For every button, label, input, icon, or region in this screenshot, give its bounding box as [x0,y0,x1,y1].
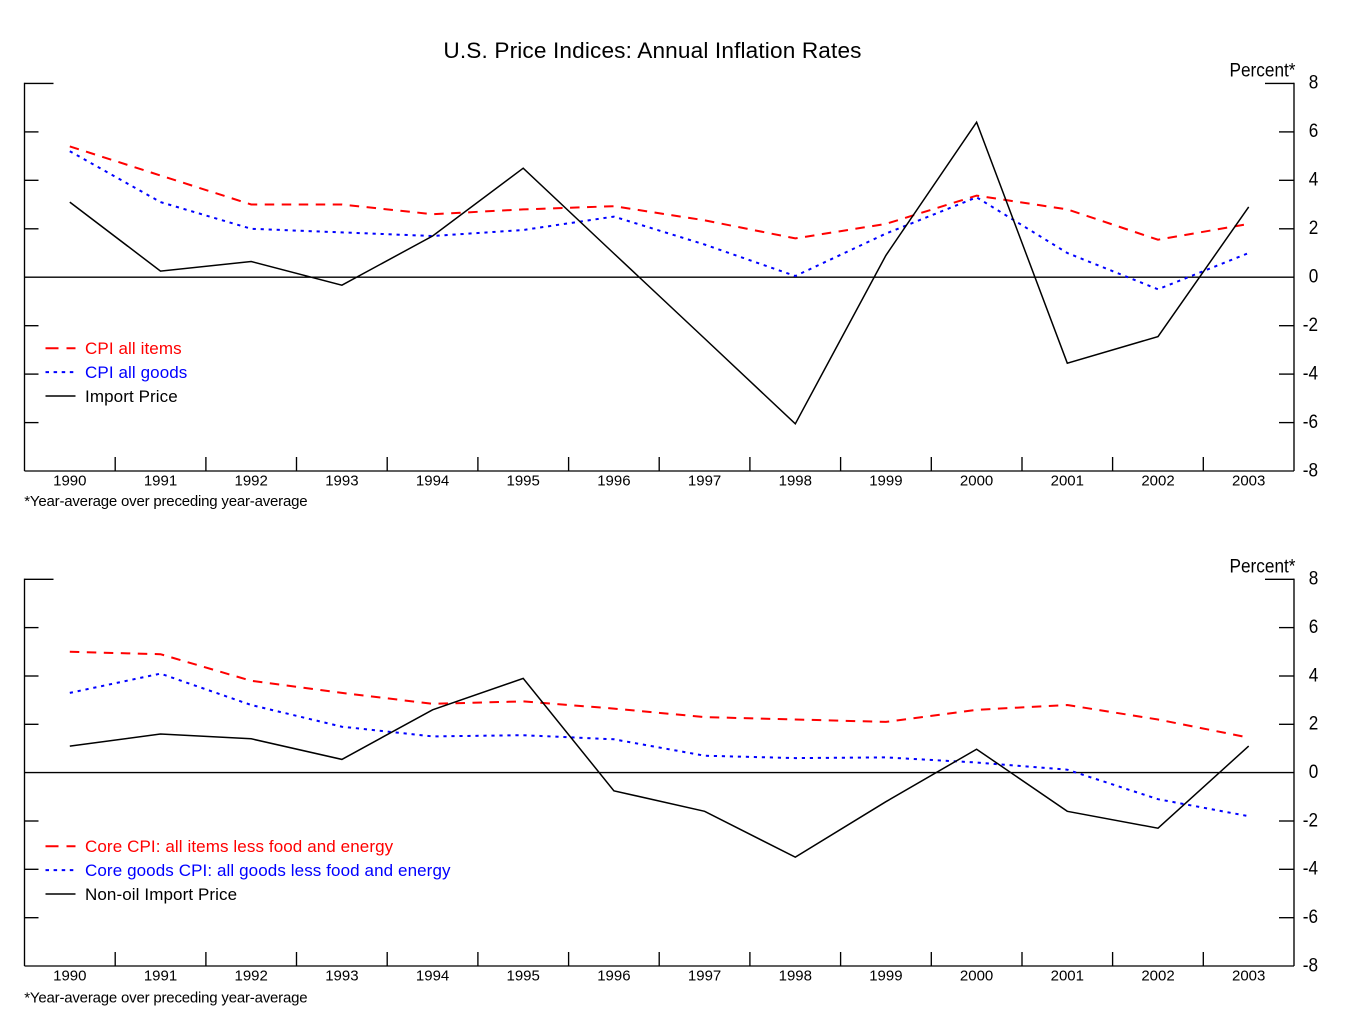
svg-text:1990: 1990 [53,967,86,984]
svg-text:2000: 2000 [960,473,993,490]
svg-text:-8: -8 [1303,458,1318,480]
svg-text:1997: 1997 [688,473,721,490]
svg-text:1999: 1999 [869,473,902,490]
svg-text:1992: 1992 [235,967,268,984]
svg-text:1998: 1998 [779,967,812,984]
svg-text:2003: 2003 [1232,967,1265,984]
svg-text:1993: 1993 [325,473,358,490]
svg-text:8: 8 [1309,567,1319,589]
svg-text:1991: 1991 [144,967,177,984]
svg-text:1991: 1991 [144,473,177,490]
svg-text:1996: 1996 [597,473,630,490]
svg-text:-6: -6 [1303,410,1318,432]
svg-text:CPI all goods: CPI all goods [85,363,187,382]
svg-text:2001: 2001 [1051,967,1084,984]
svg-text:Import Price: Import Price [85,387,178,406]
svg-text:6: 6 [1309,119,1319,141]
svg-text:4: 4 [1309,663,1319,685]
svg-text:-2: -2 [1303,313,1318,335]
svg-text:2000: 2000 [960,967,993,984]
svg-text:Core goods CPI: all goods less: Core goods CPI: all goods less food and … [85,861,451,880]
svg-text:-4: -4 [1303,857,1318,879]
svg-text:2002: 2002 [1141,967,1174,984]
svg-text:Non-oil Import Price: Non-oil Import Price [85,885,237,904]
svg-text:Core CPI: all items less food: Core CPI: all items less food and energy [85,837,394,856]
svg-text:4: 4 [1309,168,1319,190]
svg-text:-4: -4 [1303,361,1318,383]
svg-text:1995: 1995 [507,967,540,984]
svg-text:0: 0 [1309,760,1319,782]
svg-text:2: 2 [1309,712,1319,734]
svg-text:Percent*: Percent* [1229,554,1295,576]
svg-text:2001: 2001 [1051,473,1084,490]
svg-text:8: 8 [1309,71,1319,93]
svg-text:1999: 1999 [869,967,902,984]
svg-text:0: 0 [1309,264,1319,286]
svg-text:2: 2 [1309,216,1319,238]
svg-text:*Year-average over preceding y: *Year-average over preceding year-averag… [24,990,307,1007]
svg-text:Percent*: Percent* [1229,58,1295,80]
svg-text:-2: -2 [1303,808,1318,830]
svg-text:1997: 1997 [688,967,721,984]
svg-text:1990: 1990 [53,473,86,490]
svg-text:-6: -6 [1303,905,1318,927]
svg-text:2003: 2003 [1232,473,1265,490]
svg-text:1994: 1994 [416,473,449,490]
svg-text:-8: -8 [1303,953,1318,975]
svg-text:1992: 1992 [235,473,268,490]
svg-text:1995: 1995 [507,473,540,490]
svg-text:U.S. Price Indices: Annual Inf: U.S. Price Indices: Annual Inflation Rat… [443,38,861,63]
svg-text:6: 6 [1309,615,1319,637]
svg-text:2002: 2002 [1141,473,1174,490]
svg-text:CPI all items: CPI all items [85,339,182,358]
svg-text:*Year-average over preceding y: *Year-average over preceding year-averag… [24,493,307,510]
svg-text:1996: 1996 [597,967,630,984]
svg-text:1998: 1998 [779,473,812,490]
svg-text:1994: 1994 [416,967,449,984]
svg-text:1993: 1993 [325,967,358,984]
